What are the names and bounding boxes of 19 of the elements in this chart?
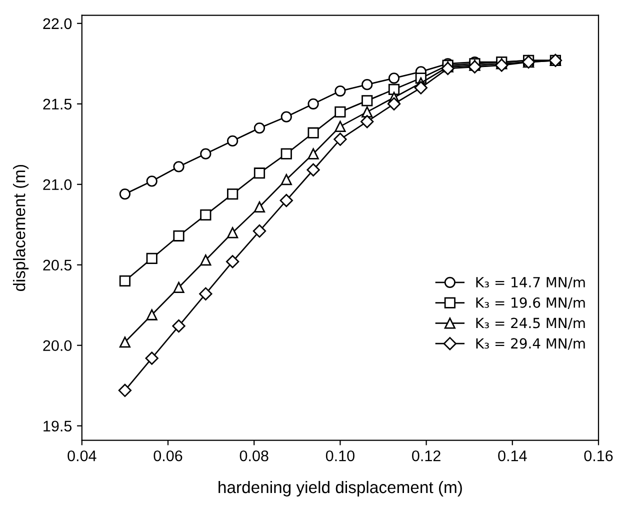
legend-label: K₃ = 19.6 MN/m <box>476 297 585 309</box>
y-tick-label: 21.5 <box>43 98 72 110</box>
y-tick-label: 20.0 <box>43 340 72 352</box>
x-tick-label: 0.08 <box>240 450 268 462</box>
x-tick-label: 0.10 <box>326 450 354 462</box>
y-tick-label: 20.5 <box>43 260 72 271</box>
y-tick-label: 22.0 <box>43 18 72 30</box>
y-tick-label: 19.5 <box>44 420 72 432</box>
y-tick-label: 21.0 <box>43 179 72 190</box>
x-tick-label: 0.12 <box>412 450 440 462</box>
x-tick-label: 0.14 <box>498 450 527 462</box>
legend-label: K₃ = 29.4 MN/m <box>476 338 585 350</box>
x-tick-label: 0.16 <box>584 450 613 462</box>
x-axis-title: hardening yield displacement (m) <box>218 480 462 496</box>
legend-label: K₃ = 24.5 MN/m <box>476 318 585 330</box>
x-tick-label: 0.06 <box>154 450 182 462</box>
legend-label: K₃ = 14.7 MN/m <box>476 277 585 289</box>
x-tick-label: 0.04 <box>68 450 96 462</box>
y-axis-title: displacement (m) <box>13 164 29 292</box>
